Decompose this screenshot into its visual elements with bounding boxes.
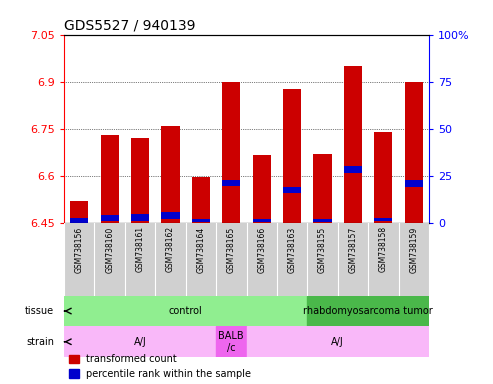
Text: GSM738157: GSM738157 [349,227,357,273]
Bar [252,155,271,223]
Bar [344,66,362,223]
Bar [101,135,119,223]
Text: GSM738161: GSM738161 [136,227,144,273]
Bar [252,219,271,222]
Bar [161,126,179,223]
Text: A/J: A/J [134,337,146,347]
Bar [192,177,210,223]
Text: GSM738165: GSM738165 [227,227,236,273]
Bar [131,214,149,220]
Bar [131,138,149,223]
Bar [314,154,332,223]
Bar [222,180,241,186]
Text: GSM738166: GSM738166 [257,227,266,273]
Bar [222,82,241,223]
Text: BALB
/c: BALB /c [218,331,244,353]
Text: GSM738162: GSM738162 [166,227,175,273]
Text: A/J: A/J [331,337,344,347]
Bar [405,180,423,187]
Bar [307,296,429,326]
Bar [374,132,392,223]
Legend: transformed count, percentile rank within the sample: transformed count, percentile rank withi… [69,354,251,379]
Bar [314,219,332,222]
Text: GSM738163: GSM738163 [287,227,297,273]
Text: rhabdomyosarcoma tumor: rhabdomyosarcoma tumor [303,306,433,316]
Text: GSM738160: GSM738160 [105,227,114,273]
Bar [70,201,88,223]
Text: tissue: tissue [25,306,54,316]
Text: GSM738159: GSM738159 [409,227,418,273]
Bar [283,89,301,223]
Bar [246,326,429,357]
Bar [64,296,307,326]
Text: strain: strain [26,337,54,347]
Text: GSM738158: GSM738158 [379,227,388,273]
Bar [161,212,179,218]
Text: GSM738155: GSM738155 [318,227,327,273]
Bar [216,326,246,357]
Bar [374,218,392,221]
Bar [101,215,119,221]
Bar [283,187,301,193]
Bar [70,218,88,223]
Text: GSM738164: GSM738164 [196,227,206,273]
Text: GSM738156: GSM738156 [75,227,84,273]
Text: control: control [169,306,203,316]
Bar [405,82,423,223]
Bar [64,326,216,357]
Bar [192,218,210,222]
Bar [344,166,362,172]
Text: GDS5527 / 940139: GDS5527 / 940139 [64,18,196,32]
